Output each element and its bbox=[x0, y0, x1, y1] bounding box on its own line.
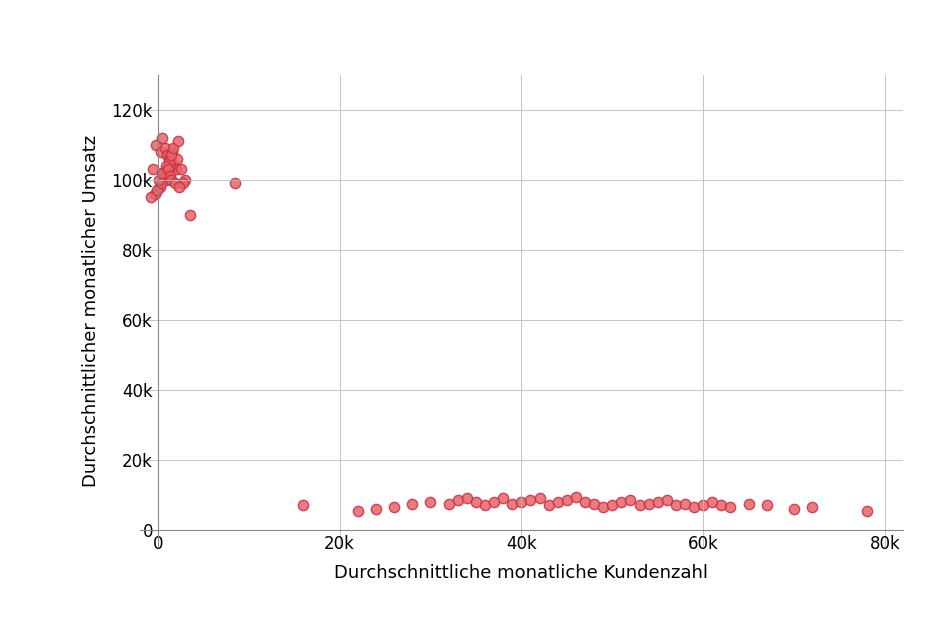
Point bbox=[614, 497, 628, 507]
Point bbox=[162, 171, 177, 181]
Point bbox=[143, 192, 158, 202]
Point bbox=[296, 500, 311, 510]
X-axis label: Durchschnittliche monatliche Kundenzahl: Durchschnittliche monatliche Kundenzahl bbox=[334, 564, 708, 582]
Point bbox=[505, 499, 519, 509]
Point bbox=[178, 175, 193, 185]
Point bbox=[468, 497, 483, 507]
Point bbox=[705, 497, 720, 507]
Point bbox=[160, 164, 175, 174]
Point bbox=[158, 160, 173, 170]
Y-axis label: Durchschnittlicher monatlicher Umsatz: Durchschnittlicher monatlicher Umsatz bbox=[82, 135, 101, 487]
Point bbox=[350, 506, 365, 516]
Point bbox=[154, 179, 169, 188]
Point bbox=[441, 499, 456, 509]
Point bbox=[168, 179, 182, 188]
Point bbox=[478, 500, 492, 510]
Point bbox=[668, 500, 683, 510]
Point bbox=[541, 500, 556, 510]
Point bbox=[569, 491, 584, 501]
Point bbox=[166, 143, 181, 153]
Point bbox=[533, 493, 547, 503]
Point bbox=[723, 502, 738, 512]
Point bbox=[523, 495, 538, 505]
Point bbox=[149, 140, 164, 150]
Point bbox=[148, 188, 163, 198]
Point bbox=[162, 160, 177, 170]
Point bbox=[156, 171, 171, 181]
Point bbox=[741, 499, 756, 509]
Point bbox=[164, 175, 179, 185]
Point bbox=[155, 168, 170, 178]
Point bbox=[577, 497, 592, 507]
Point bbox=[227, 179, 242, 188]
Point bbox=[760, 500, 775, 510]
Point bbox=[451, 495, 466, 505]
Point bbox=[714, 500, 729, 510]
Point bbox=[678, 499, 693, 509]
Point bbox=[560, 495, 574, 505]
Point bbox=[859, 506, 874, 516]
Point bbox=[804, 502, 819, 512]
Point bbox=[386, 502, 401, 512]
Point bbox=[170, 136, 185, 146]
Point bbox=[623, 495, 638, 505]
Point bbox=[495, 493, 510, 503]
Point bbox=[157, 143, 172, 153]
Point bbox=[152, 182, 167, 192]
Point bbox=[641, 499, 656, 509]
Point bbox=[369, 504, 384, 514]
Point bbox=[659, 495, 674, 505]
Point bbox=[161, 157, 176, 167]
Point bbox=[151, 175, 166, 185]
Point bbox=[159, 164, 174, 174]
Point bbox=[165, 147, 180, 157]
Point bbox=[173, 164, 188, 174]
Point bbox=[150, 185, 165, 195]
Point bbox=[160, 171, 175, 181]
Point bbox=[159, 150, 174, 160]
Point bbox=[605, 500, 620, 510]
Point bbox=[787, 504, 802, 514]
Point bbox=[686, 502, 701, 512]
Point bbox=[169, 164, 183, 174]
Point bbox=[155, 168, 169, 178]
Point bbox=[514, 497, 529, 507]
Point bbox=[155, 132, 169, 142]
Point bbox=[161, 154, 176, 164]
Point bbox=[423, 497, 438, 507]
Point bbox=[695, 500, 710, 510]
Point bbox=[632, 500, 647, 510]
Point bbox=[146, 164, 161, 174]
Point bbox=[164, 157, 179, 167]
Point bbox=[596, 502, 611, 512]
Point bbox=[459, 493, 474, 503]
Point bbox=[169, 154, 184, 164]
Point bbox=[550, 497, 565, 507]
Point bbox=[405, 499, 420, 509]
Point bbox=[487, 497, 502, 507]
Point bbox=[171, 182, 186, 192]
Point bbox=[650, 497, 665, 507]
Point bbox=[167, 160, 182, 170]
Point bbox=[158, 175, 173, 185]
Point bbox=[587, 499, 601, 509]
Point bbox=[176, 179, 191, 188]
Point bbox=[182, 210, 197, 220]
Point bbox=[163, 150, 178, 160]
Point bbox=[153, 147, 168, 157]
